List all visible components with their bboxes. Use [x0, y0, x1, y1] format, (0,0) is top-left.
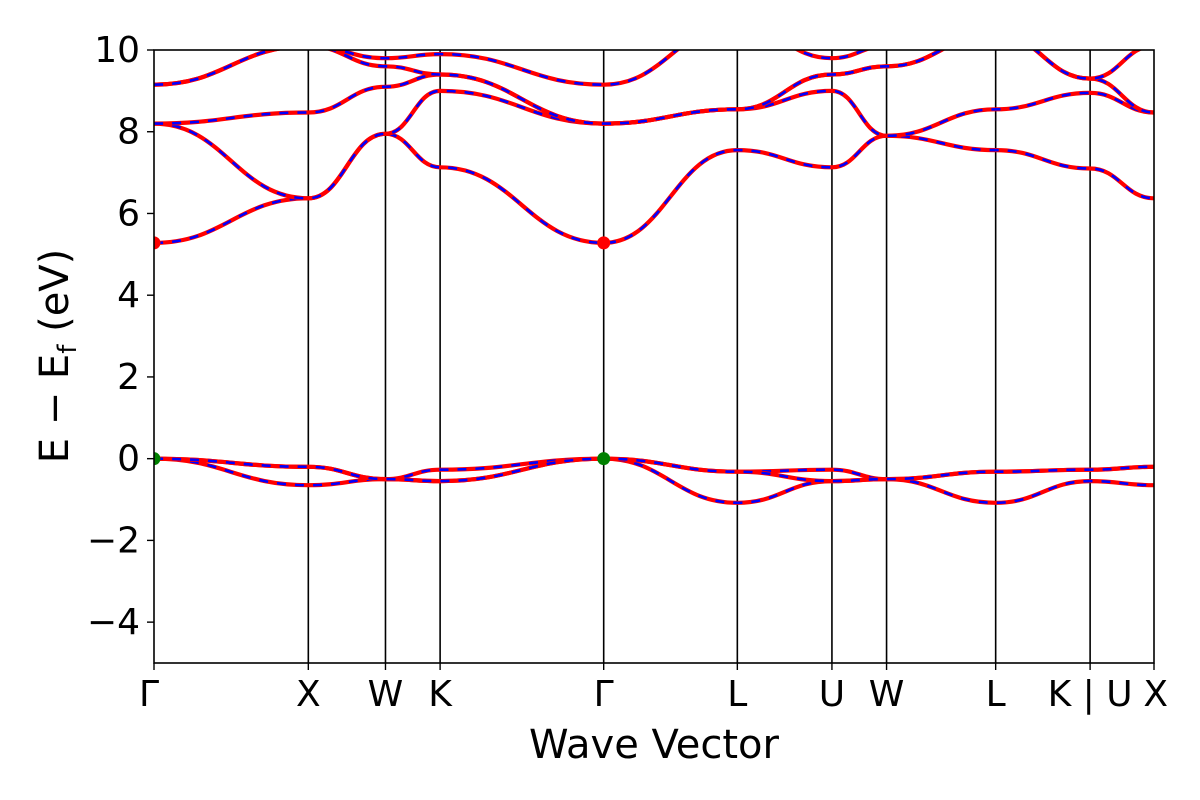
x-axis-title: Wave Vector [529, 722, 780, 768]
x-tick-label: U [819, 674, 845, 715]
y-axis-title-subscript: f [53, 344, 83, 354]
y-axis-title-main: E − E [32, 354, 78, 464]
band-line-valence-1 [154, 456, 1154, 505]
x-tick-label: X [1143, 674, 1168, 715]
y-tick-label: 2 [117, 357, 140, 398]
plot-area [154, 50, 1154, 663]
x-tick-label: K | U [1048, 674, 1133, 715]
x-tick-label: W [869, 674, 905, 715]
vbm-marker [597, 452, 611, 466]
band-line-dashed-conduction-2 [154, 89, 1154, 200]
band-line-dashed-conduction-3 [154, 50, 1154, 125]
y-tick-label: −4 [87, 602, 140, 643]
y-axis-title: E − Ef (eV) [32, 249, 83, 464]
cbm-marker [597, 236, 611, 250]
vbm-marker [154, 452, 161, 466]
x-tick-label: Γ [139, 674, 159, 715]
y-axis: −4 −2 0 2 4 6 8 10 [87, 30, 154, 643]
band-line-dashed-conduction-4 [154, 50, 1141, 125]
y-tick-label: −2 [87, 520, 140, 561]
y-tick-label: 10 [94, 30, 140, 71]
plot-frame [153, 49, 1155, 664]
y-tick-label: 0 [117, 439, 140, 480]
x-tick-label: L [986, 674, 1006, 715]
band-line-conduction-5 [154, 50, 872, 87]
x-tick-label: K [428, 674, 453, 715]
x-tick-label: Γ [594, 674, 614, 715]
band-lines [154, 50, 1154, 505]
x-tick-label: W [368, 674, 404, 715]
extrema-markers [154, 236, 611, 466]
x-tick-label: X [296, 674, 321, 715]
y-tick-label: 8 [117, 112, 140, 153]
y-tick-label: 6 [117, 193, 140, 234]
y-tick-label: 4 [117, 275, 140, 316]
cbm-marker [154, 236, 161, 250]
y-axis-title-unit: (eV) [32, 249, 78, 345]
x-tick-label: L [727, 674, 747, 715]
band-line-dashed-valence-3 [154, 457, 1154, 483]
